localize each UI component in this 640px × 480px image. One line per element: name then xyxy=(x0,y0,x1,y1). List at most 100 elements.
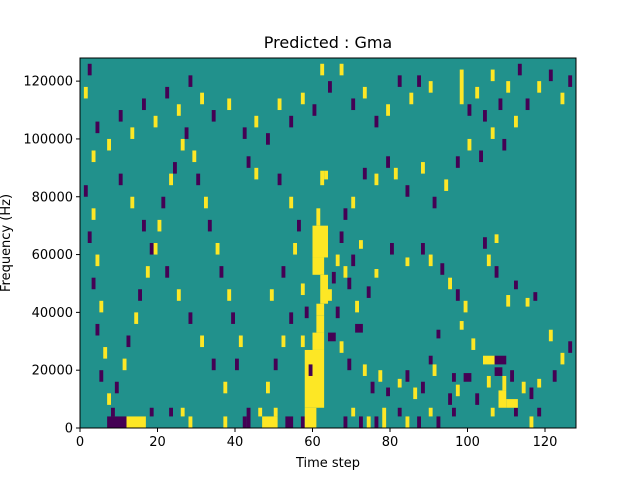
chart-title: Predicted : Gma xyxy=(264,33,392,52)
heatmap-cell xyxy=(370,381,375,394)
heatmap-cell xyxy=(560,352,565,365)
heatmap-cell xyxy=(428,81,433,93)
heatmap-cell xyxy=(134,312,139,324)
heatmap-cell xyxy=(200,335,204,348)
heatmap-cell xyxy=(111,407,115,417)
heatmap-cell xyxy=(448,393,452,405)
heatmap-cell xyxy=(506,295,511,307)
heatmap-cell xyxy=(440,263,445,275)
heatmap-cell xyxy=(494,367,503,376)
heatmap-cell xyxy=(242,416,247,428)
y-tick-label: 0 xyxy=(65,422,73,437)
heatmap-cell xyxy=(176,104,181,116)
heatmap-cell xyxy=(405,416,410,428)
y-tick-label: 40000 xyxy=(32,306,73,321)
heatmap-cell xyxy=(192,150,197,163)
heatmap-cell xyxy=(362,364,367,376)
heatmap-cell xyxy=(475,393,480,405)
y-tick-label: 60000 xyxy=(32,248,73,263)
heatmap-cell xyxy=(277,173,282,186)
heatmap-cell xyxy=(335,254,340,267)
heatmap-cell xyxy=(444,179,449,191)
heatmap-cell xyxy=(312,104,317,116)
heatmap-cell xyxy=(428,254,433,267)
heatmap-cell xyxy=(498,98,503,111)
heatmap-cell xyxy=(351,98,356,111)
heatmap-cell xyxy=(304,349,325,408)
heatmap-cell xyxy=(537,378,542,388)
heatmap-cell xyxy=(343,208,348,220)
heatmap-cell xyxy=(479,150,483,163)
heatmap-cell xyxy=(320,63,325,76)
heatmap-cell xyxy=(366,286,371,298)
heatmap-cell xyxy=(494,234,499,243)
heatmap-cell xyxy=(517,63,522,76)
heatmap-cell xyxy=(304,306,309,319)
heatmap-cell xyxy=(165,86,170,99)
heatmap-cell xyxy=(552,370,557,382)
heatmap-cell xyxy=(95,323,100,336)
heatmap-cell xyxy=(320,170,325,186)
heatmap-cell xyxy=(436,329,441,339)
heatmap-cell xyxy=(467,138,472,151)
x-axis: 0 20 40 60 80 100 120 xyxy=(76,428,557,450)
heatmap-cell xyxy=(514,280,518,290)
heatmap-cell xyxy=(362,86,367,99)
heatmap-cell xyxy=(304,407,317,428)
heatmap-cell xyxy=(339,341,344,353)
heatmap-cell xyxy=(483,355,495,365)
heatmap-cell xyxy=(397,378,402,388)
heatmap-cell xyxy=(378,370,383,382)
heatmap-cell xyxy=(153,115,158,128)
heatmap-cell xyxy=(428,407,433,417)
heatmap-cell xyxy=(149,243,154,255)
heatmap-cell xyxy=(514,407,518,417)
heatmap-cell xyxy=(475,86,480,99)
heatmap-cell xyxy=(219,266,224,278)
heatmap-cell xyxy=(405,370,410,382)
heatmap-cell xyxy=(432,196,437,209)
heatmap-cell xyxy=(347,277,352,290)
heatmap-cell xyxy=(258,407,263,417)
heatmap-cell xyxy=(153,243,158,255)
heatmap-cell xyxy=(463,300,468,313)
heatmap-cell xyxy=(308,364,313,376)
heatmap-cell xyxy=(231,312,235,324)
heatmap-cell xyxy=(359,416,363,428)
heatmap-cell xyxy=(293,243,297,255)
heatmap-cell xyxy=(525,98,530,111)
heatmap-cell xyxy=(494,355,507,365)
heatmap-cell xyxy=(83,86,88,99)
heatmap-cell xyxy=(83,185,88,197)
heatmap-cell xyxy=(459,69,464,105)
heatmap-cell xyxy=(506,399,518,408)
heatmap-cell xyxy=(436,416,441,428)
heatmap-cell xyxy=(312,332,325,350)
heatmap-cell xyxy=(169,173,173,186)
heatmap-cell xyxy=(238,335,243,348)
heatmap-cell xyxy=(262,416,278,428)
heatmap-cell xyxy=(316,303,325,316)
heatmap-cell xyxy=(386,104,390,116)
heatmap-cell xyxy=(242,127,247,139)
heatmap-cell xyxy=(393,167,398,180)
heatmap-cell xyxy=(502,138,507,151)
heatmap-cell xyxy=(328,332,336,342)
heatmap-cell xyxy=(207,219,212,232)
heatmap-cell xyxy=(289,312,294,324)
heatmap-cell xyxy=(320,274,328,304)
heatmap-cell xyxy=(355,323,363,333)
heatmap-cell xyxy=(180,407,185,417)
heatmap-cell xyxy=(107,138,111,151)
heatmap-cell xyxy=(374,173,379,186)
heatmap-cell xyxy=(266,133,270,145)
heatmap-cell xyxy=(421,162,425,174)
heatmap-cell xyxy=(374,416,379,428)
heatmap-cell xyxy=(390,243,394,255)
heatmap-cell xyxy=(246,407,251,428)
x-axis-label: Time step xyxy=(295,456,360,471)
heatmap-cell xyxy=(289,196,294,209)
heatmap-cell xyxy=(521,381,526,394)
y-tick-label: 80000 xyxy=(32,190,73,205)
heatmap-cell xyxy=(99,370,104,382)
